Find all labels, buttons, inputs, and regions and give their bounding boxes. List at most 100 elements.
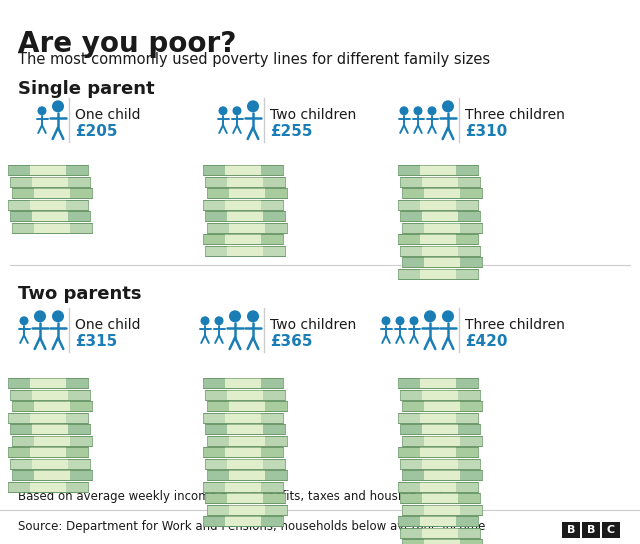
Bar [400,176,480,187]
Bar [400,528,480,537]
Bar [420,200,456,209]
Bar [33,390,68,399]
Bar [31,165,66,175]
Bar [203,516,283,526]
Circle shape [410,317,418,325]
Bar [31,447,66,457]
Bar [398,516,478,526]
Bar [225,447,260,457]
Text: Single parent: Single parent [18,80,155,98]
Bar [227,176,262,187]
Circle shape [400,107,408,115]
Text: One child: One child [75,318,141,332]
Bar [8,200,88,209]
Bar [402,257,482,267]
Bar [207,188,287,198]
Bar [227,390,262,399]
Bar [203,481,283,491]
Bar [225,412,260,423]
Bar [229,222,264,232]
Bar [205,245,285,256]
Text: £420: £420 [465,334,508,349]
Bar [203,378,283,388]
Bar [10,211,90,221]
Bar [424,504,460,515]
Circle shape [233,107,241,115]
Bar [10,390,90,399]
Bar [12,470,92,480]
Bar [35,470,70,480]
Bar [562,522,580,538]
Circle shape [52,101,63,112]
Bar [424,257,460,267]
Bar [229,470,264,480]
Bar [205,424,285,434]
Text: Two parents: Two parents [18,285,141,303]
Bar [400,245,480,256]
Bar [205,211,285,221]
Circle shape [414,107,422,115]
Text: B: B [587,525,595,535]
Bar [402,470,482,480]
Bar [400,211,480,221]
Bar [8,481,88,491]
Bar [12,222,92,232]
Bar [398,165,478,175]
Bar [225,165,260,175]
Bar [8,447,88,457]
Bar [420,447,456,457]
Bar [12,188,92,198]
Bar [225,481,260,491]
Bar [400,424,480,434]
Bar [402,222,482,232]
Text: £365: £365 [270,334,312,349]
Bar [203,165,283,175]
Text: £310: £310 [465,124,508,139]
Bar [582,522,600,538]
Bar [229,188,264,198]
Bar [398,269,478,279]
Bar [402,504,482,515]
Bar [227,245,262,256]
Bar [35,222,70,232]
Bar [31,200,66,209]
Bar [207,401,287,411]
Bar [203,234,283,244]
Bar [225,516,260,526]
Bar [422,390,458,399]
Bar [424,470,460,480]
Bar [31,481,66,491]
Bar [225,378,260,388]
Bar [402,401,482,411]
Text: £205: £205 [75,124,118,139]
Bar [398,378,478,388]
Bar [207,504,287,515]
Bar [227,424,262,434]
Bar [203,412,283,423]
Bar [207,222,287,232]
Text: Three children: Three children [465,318,565,332]
Text: £255: £255 [270,124,312,139]
Bar [205,493,285,503]
Bar [398,481,478,491]
Bar [422,245,458,256]
Circle shape [215,317,223,325]
Bar [31,412,66,423]
Text: Two children: Two children [270,108,356,122]
Bar [35,401,70,411]
Circle shape [248,311,259,322]
Bar [12,401,92,411]
Bar [422,493,458,503]
Bar [400,493,480,503]
Circle shape [20,317,28,325]
Bar [420,516,456,526]
Text: Source: Department for Work and Pensions, households below average income: Source: Department for Work and Pensions… [18,520,485,533]
Circle shape [425,311,435,322]
Bar [402,539,482,544]
Bar [33,459,68,468]
Bar [400,459,480,468]
Text: One child: One child [75,108,141,122]
Bar [8,378,88,388]
Bar [422,176,458,187]
Circle shape [201,317,209,325]
